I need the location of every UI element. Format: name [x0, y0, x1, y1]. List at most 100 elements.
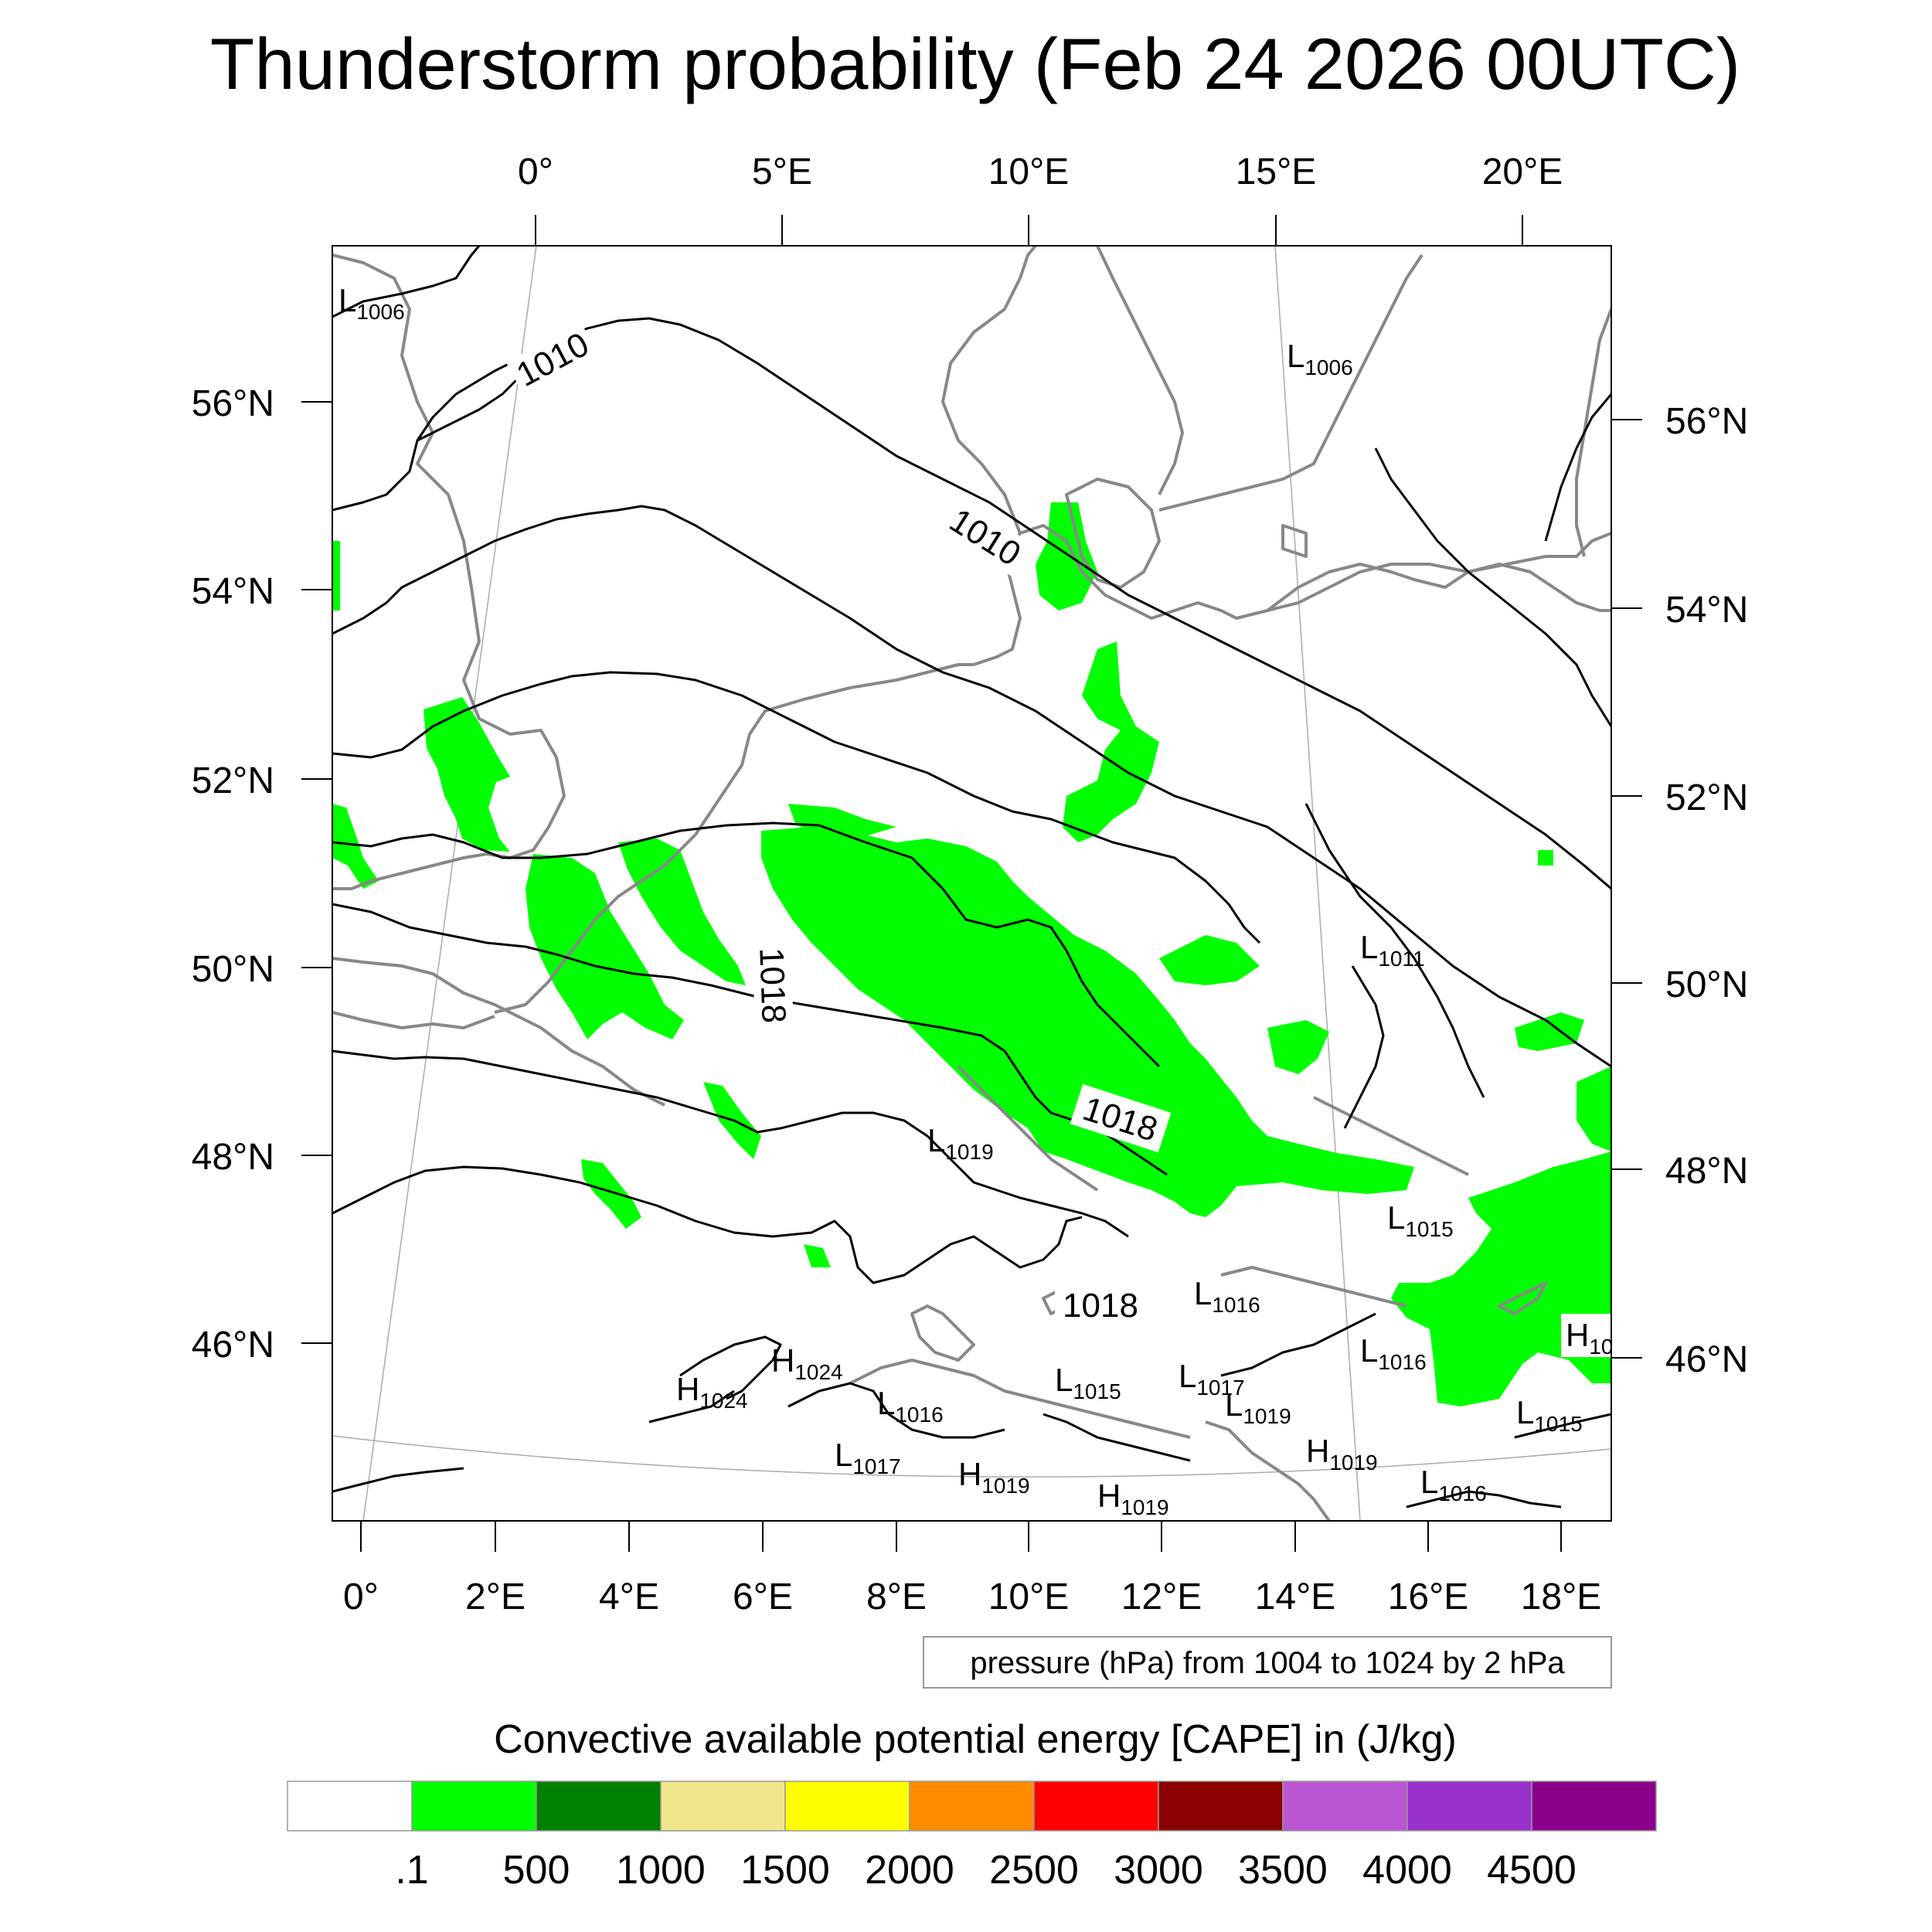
pressure-center: L1016 — [1360, 1332, 1427, 1374]
isobar-1014 — [332, 821, 1161, 1068]
cape-region-slovakia — [1515, 1012, 1584, 1051]
coast-uk-south — [332, 957, 511, 1014]
bottom-lon-label: 14°E — [1255, 1577, 1336, 1617]
colorbar-label: 3000 — [1114, 1848, 1203, 1893]
coast-adriatic — [1205, 1420, 1331, 1521]
cape-region-england — [423, 697, 510, 852]
colorbar-swatch — [1406, 1781, 1532, 1832]
isobar-label-bg-4 — [1070, 1083, 1172, 1153]
isobar-1010 — [332, 505, 1611, 1068]
isobar-1014-east — [1343, 965, 1385, 1129]
colorbar-label: 500 — [503, 1848, 570, 1893]
coast-border-4 — [1220, 1266, 1407, 1308]
colorbar-swatch — [536, 1781, 662, 1832]
pressure-center: L1015 — [1516, 1394, 1583, 1436]
coast-france-channel — [332, 1011, 495, 1029]
coast-netherlands — [694, 663, 974, 836]
colorbar-swatch — [411, 1781, 537, 1832]
colorbar-swatch — [1531, 1781, 1657, 1832]
pressure-center: L1015 — [1055, 1362, 1121, 1403]
isobar-south-2 — [332, 1467, 464, 1493]
isobar-1010-east — [1374, 447, 1611, 727]
bottom-lon-label: 0° — [343, 1577, 379, 1617]
cape-region-baltic-coast — [1063, 641, 1159, 842]
pressure-center: H1024 — [676, 1371, 748, 1413]
coast-alps-lakes — [910, 1304, 975, 1362]
pressure-center: L1016 — [1194, 1275, 1260, 1317]
bottom-lon-label: 10°E — [988, 1577, 1070, 1617]
isobar-1018-north — [332, 1049, 1129, 1238]
cape-shading — [332, 502, 1611, 1406]
isobar-1006-nw — [332, 246, 481, 318]
bottom-lon-label: 18°E — [1521, 1577, 1602, 1617]
cape-region-uk-edge — [332, 541, 340, 611]
isobar-se-1 — [1514, 1413, 1611, 1439]
coast-balaton — [1498, 1281, 1547, 1315]
right-lat-label: 56°N — [1665, 401, 1748, 442]
pressure-center: L1016 — [1420, 1464, 1487, 1505]
top-lon-label: 0° — [518, 151, 553, 192]
right-lat-label: 50°N — [1665, 964, 1748, 1005]
meridian-0 — [362, 246, 537, 1521]
bottom-lon-label: 16°E — [1388, 1577, 1469, 1617]
coast-border-1 — [509, 1011, 665, 1107]
coast-sweden-south — [1158, 253, 1423, 512]
pressure-center: L1006 — [1287, 338, 1353, 379]
pressure-center: L1017 — [835, 1437, 901, 1478]
colorbar-swatch — [1158, 1781, 1284, 1832]
coast-border-3 — [1313, 1096, 1469, 1176]
cape-region-east-spots — [1538, 850, 1553, 866]
left-axis: 56°N 54°N 52°N 50°N 48°N 46°N — [192, 383, 332, 1366]
cape-region-germany-band — [761, 827, 1414, 1217]
pressure-center: H1019 — [1097, 1478, 1169, 1519]
coast-france-north — [494, 833, 697, 1014]
cape-region-belgium — [526, 854, 684, 1039]
cape-region-northgermany — [788, 804, 896, 836]
pressure-center: L1006 — [338, 282, 405, 324]
colorbar-label: 2500 — [989, 1848, 1079, 1893]
colorbar-swatch — [287, 1781, 413, 1832]
right-lat-label: 54°N — [1665, 590, 1748, 631]
coast-uk — [332, 253, 566, 890]
isobar-1016 — [332, 903, 1168, 1176]
colorbar-swatch — [784, 1781, 910, 1832]
pressure-center: H10 — [1566, 1317, 1614, 1359]
left-lat-label: 46°N — [192, 1325, 274, 1366]
isobar-1018-south — [332, 1165, 1083, 1284]
top-axis: 0° 5°E 10°E 15°E 20°E — [518, 151, 1563, 246]
coast-border-2 — [957, 1065, 1099, 1192]
bottom-lon-label: 8°E — [866, 1577, 927, 1617]
isobar-label-bg-2 — [939, 498, 1032, 577]
pressure-center: L1015 — [1387, 1199, 1454, 1241]
coastlines — [332, 246, 1611, 1521]
coast-italy-north — [849, 1359, 1191, 1439]
colorbar-label: 2000 — [865, 1848, 954, 1893]
pressure-center: L1017 — [1179, 1358, 1245, 1400]
right-lat-label: 46°N — [1665, 1339, 1748, 1380]
pressure-center: H1024 — [771, 1342, 843, 1384]
bottom-lon-label: 12°E — [1121, 1577, 1202, 1617]
isobar-alps-3 — [648, 1389, 735, 1423]
pressure-center: L1019 — [1225, 1386, 1291, 1428]
cape-region-poland-east — [1267, 1020, 1329, 1074]
bottom-lon-label: 2°E — [465, 1577, 526, 1617]
pressure-center: L1016 — [877, 1385, 944, 1427]
bottom-axis: 0° 2°E 4°E 6°E 8°E 10°E 12°E 14°E 16°E 1… — [343, 1521, 1601, 1617]
isobar-label-1018-c: 1018 — [1063, 1287, 1138, 1325]
isobar-1012-east — [1304, 803, 1485, 1098]
isobar-1012 — [332, 671, 1261, 944]
right-lat-label: 48°N — [1665, 1151, 1748, 1192]
isobar-label-1018-a: 1018 — [752, 947, 792, 1024]
bottom-lon-label: 6°E — [733, 1577, 793, 1617]
colorbar-swatch — [909, 1781, 1035, 1832]
info-box — [923, 1636, 1612, 1689]
isobars — [332, 246, 1611, 1509]
bottom-lon-label: 4°E — [599, 1577, 659, 1617]
coast-lake-2 — [1281, 524, 1308, 558]
coast-sweden-west — [1096, 246, 1184, 495]
map-content: 1010 1010 1018 1018 1018 L1006 L1006 L10… — [332, 246, 1614, 1521]
isobar-label-bg-5 — [1055, 1284, 1146, 1325]
colorbar-label: 4000 — [1362, 1848, 1452, 1893]
map-frame — [332, 245, 1612, 1522]
cape-region-west-edge — [332, 804, 379, 889]
